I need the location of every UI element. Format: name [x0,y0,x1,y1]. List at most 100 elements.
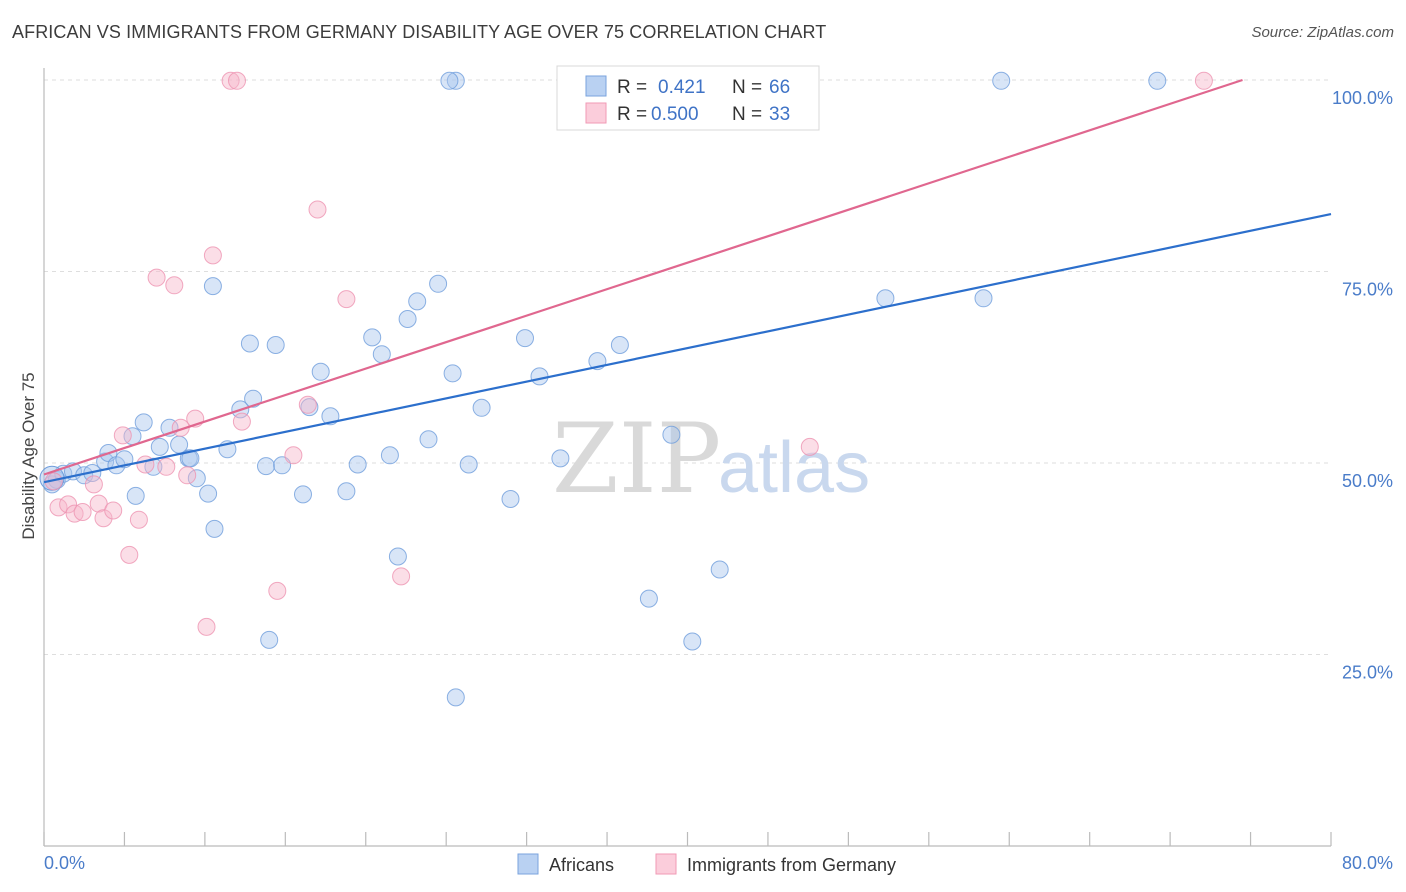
point-immigrants-from-germany-14 [157,457,176,476]
point-africans-51 [610,336,629,354]
point-immigrants-from-germany-23 [232,412,251,431]
point-immigrants-from-germany-1 [49,498,68,517]
bottom-legend-swatch-germany [655,853,677,875]
point-africans-63 [974,289,993,308]
point-africans-11 [134,413,153,432]
point-immigrants-from-germany-21 [221,71,240,90]
legend-swatch-africans [585,75,607,97]
point-africans-55 [710,560,729,579]
point-africans-60 [992,71,1011,90]
point-immigrants-from-germany-5 [84,475,103,494]
source-credit: Source: ZipAtlas.com [1251,24,1394,41]
correlation-legend: R = 0.421 N = 66 R = 0.500 N = 33 [556,65,820,131]
point-africans-40 [388,547,407,566]
point-africans-17 [126,486,145,505]
legend-n-label-germany: N = [732,104,762,125]
point-africans-45 [472,398,491,417]
point-immigrants-from-germany-19 [197,617,216,636]
y-tick-label-50: 50.0% [1342,471,1393,491]
point-immigrants-from-germany-31 [800,437,819,456]
point-africans-62 [876,289,895,308]
series-legend: Africans Immigrants from Germany [517,853,896,875]
x-ticks [43,832,1332,846]
point-africans-42 [429,274,448,293]
point-immigrants-from-germany-17 [178,466,197,485]
x-tick-label-max: 80.0% [1342,853,1393,873]
legend-n-value-africans: 66 [769,77,790,98]
point-immigrants-from-germany-10 [120,545,139,564]
point-africans-61 [1148,71,1167,90]
point-africans-52 [639,589,658,608]
point-africans-37 [380,446,399,465]
point-africans-48 [530,367,549,386]
point-immigrants-from-germany-29 [392,567,411,586]
point-immigrants-from-germany-24 [268,581,287,600]
point-africans-46 [501,490,520,508]
point-africans-54 [683,632,702,651]
legend-swatch-germany [585,102,607,124]
point-africans-57 [446,688,465,707]
point-africans-18 [187,469,206,488]
y-axis-title: Disability Age Over 75 [19,372,38,539]
point-africans-49 [551,449,570,468]
point-africans-41 [419,430,438,449]
point-africans-29 [294,485,312,504]
watermark-zip: ZIP [552,403,721,515]
trend-lines [43,78,1332,484]
legend-n-label-africans: N = [732,77,762,98]
bottom-legend-label-germany: Immigrants from Germany [687,855,896,875]
bottom-legend-swatch-africans [517,853,539,875]
point-africans-64 [440,71,459,90]
x-tick-label-min: 0.0% [44,853,85,873]
point-africans-31 [311,362,330,381]
point-immigrants-from-germany-26 [298,395,317,414]
point-immigrants-from-germany-11 [129,510,148,529]
y-tick-label-25: 25.0% [1342,663,1393,683]
chart-title: AFRICAN VS IMMIGRANTS FROM GERMANY DISAB… [12,22,827,42]
point-africans-27 [257,457,275,476]
point-africans-22 [203,277,222,296]
point-africans-13 [150,437,169,456]
point-immigrants-from-germany-7 [94,509,113,528]
y-tick-label-100: 100.0% [1332,88,1393,108]
point-immigrants-from-germany-2 [59,495,78,514]
y-tick-labels: 25.0% 50.0% 75.0% 100.0% [1332,88,1393,683]
point-immigrants-from-germany-32 [1194,71,1213,90]
point-africans-33 [337,482,356,501]
point-immigrants-from-germany-15 [165,276,184,295]
point-africans-34 [348,455,367,474]
point-africans-23 [240,334,259,353]
point-immigrants-from-germany-28 [337,290,356,309]
point-immigrants-from-germany-4 [73,503,92,521]
point-africans-35 [363,328,382,347]
point-africans-26 [244,389,263,408]
trend-line-germany [43,78,1243,476]
point-africans-53 [662,425,681,444]
point-africans-43 [443,364,462,383]
series-immigrants-from-germany [44,71,1213,636]
series-africans [39,71,1167,707]
legend-r-value-germany: 0.500 [651,104,699,125]
point-immigrants-from-germany-6 [89,494,108,513]
point-africans-19 [199,484,218,503]
point-immigrants-from-germany-25 [284,446,303,465]
point-immigrants-from-germany-22 [228,71,246,90]
point-immigrants-from-germany-13 [147,268,166,287]
watermark-atlas: atlas [718,428,870,508]
point-immigrants-from-germany-8 [104,501,123,520]
point-africans-24 [266,336,285,354]
gridlines [44,79,1331,655]
point-immigrants-from-germany-20 [203,246,222,265]
point-africans-56 [260,630,279,649]
bottom-legend-label-africans: Africans [549,855,614,875]
point-immigrants-from-germany-12 [136,455,155,474]
legend-r-value-africans: 0.421 [658,77,706,98]
legend-n-value-germany: 33 [769,104,790,125]
point-immigrants-from-germany-27 [308,200,327,219]
point-africans-47 [516,329,534,348]
point-africans-21 [205,519,224,538]
point-africans-39 [408,292,427,311]
point-africans-44 [459,455,478,474]
point-africans-38 [398,310,417,328]
